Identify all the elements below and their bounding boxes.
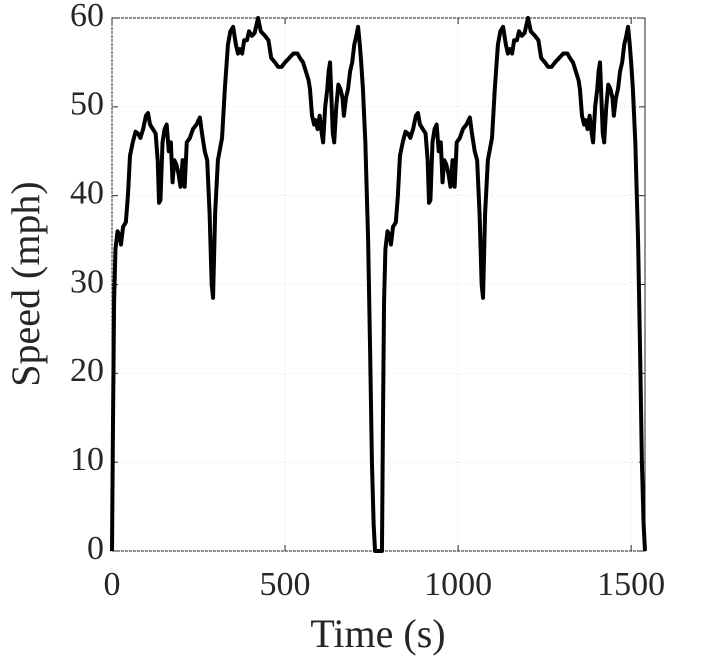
x-axis-label: Time (s) xyxy=(310,611,445,656)
x-tick-label: 0 xyxy=(104,566,121,603)
plot-area xyxy=(111,17,646,552)
y-tick-label: 30 xyxy=(70,263,104,300)
x-tick-label: 500 xyxy=(260,566,311,603)
x-tick-label: 1500 xyxy=(597,566,665,603)
y-tick-label: 20 xyxy=(70,352,104,389)
y-tick-label: 40 xyxy=(70,174,104,211)
y-tick-label: 0 xyxy=(87,530,104,567)
y-tick-label: 60 xyxy=(70,0,104,34)
y-tick-label: 10 xyxy=(70,441,104,478)
y-axis-label: Speed (mph) xyxy=(3,181,48,387)
y-tick-label: 50 xyxy=(70,86,104,123)
speed-line xyxy=(110,16,647,553)
x-tick-label: 1000 xyxy=(424,566,492,603)
